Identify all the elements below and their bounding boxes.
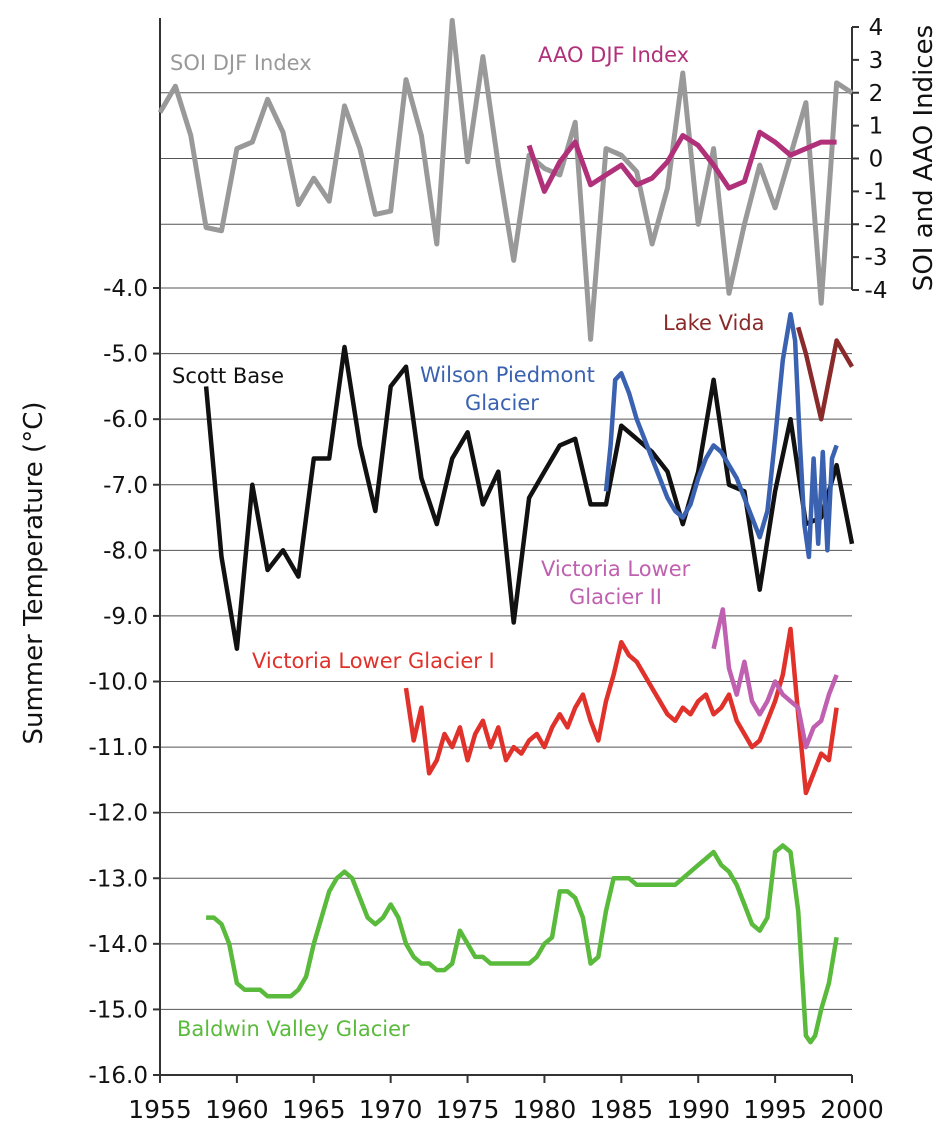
series-label-baldwin-valley-glacier: Baldwin Valley Glacier [177, 1017, 410, 1041]
series-line-wilson-piedmont-glacier [603, 311, 839, 560]
series-label-scott-base: Scott Base [172, 364, 284, 388]
series-lines [157, 17, 855, 1045]
gridlines [160, 92, 852, 1076]
x-tick-label: 1955 [128, 1095, 192, 1124]
y2-tick-label: 4 [869, 15, 884, 41]
series-labels: SOI DJF Index AAO DJF Index Scott Base Wils… [170, 43, 765, 1041]
series-label-lake-vida: Lake Vida [663, 311, 765, 335]
tick-labels: -4.0 -5.0 -6.0 -7.0 -8.0 -9.0 -10.0 -11.0 -12.0 -… [88, 15, 887, 1124]
y2-tick-label: 2 [869, 81, 884, 107]
y-tick-label: -9.0 [103, 604, 148, 630]
y-tick-label: -5.0 [103, 342, 148, 368]
y2-axis-title: SOI and AAO Indices [909, 25, 939, 291]
y-tick-label: -10.0 [88, 670, 148, 696]
series-line-baldwin-valley-glacier [206, 843, 839, 1045]
y-tick-label: -7.0 [103, 473, 148, 499]
series-line-aao-djf-index [526, 129, 837, 194]
series-line-soi-djf-index [157, 17, 854, 342]
y-tick-label: -8.0 [103, 538, 148, 564]
y-tick-label: -16.0 [88, 1063, 148, 1089]
y-tick-label: -13.0 [88, 866, 148, 892]
x-tick-label: 1965 [282, 1095, 346, 1124]
x-tick-label: 2000 [820, 1095, 884, 1124]
x-tick-label: 1985 [590, 1095, 654, 1124]
y-tick-label: -11.0 [88, 735, 148, 761]
series-label-wilson-piedmont-glacier: Wilson Piedmont Glacier [420, 363, 595, 415]
y-tick-label: -14.0 [88, 932, 148, 958]
series-label-victoria-lower-glacier-i: Victoria Lower Glacier I [252, 649, 495, 673]
x-tick-label: 1980 [513, 1095, 577, 1124]
series-line-lake-vida [796, 326, 854, 422]
y-tick-label: -4.0 [103, 276, 148, 302]
series-label-victoria-lower-glacier-ii: Victoria Lower Glacier II [541, 557, 691, 609]
series-label-soi-djf-index: SOI DJF Index [170, 51, 312, 75]
series-line-scott-base [203, 344, 855, 651]
x-tick-label: 1975 [436, 1095, 500, 1124]
axes [153, 18, 859, 1083]
y-axis-title: Summer Temperature (°C) [19, 402, 49, 745]
series-label-aao-djf-index: AAO DJF Index [538, 43, 689, 67]
y-tick-label: -15.0 [88, 997, 148, 1023]
x-tick-label: 1970 [359, 1095, 423, 1124]
y2-tick-label: -4 [865, 278, 888, 304]
y-tick-label: -12.0 [88, 801, 148, 827]
y2-tick-label: -3 [865, 245, 888, 271]
y2-tick-label: 3 [869, 48, 884, 74]
x-tick-label: 1995 [743, 1095, 807, 1124]
series-line-victoria-lower-glacier-ii [711, 607, 839, 750]
y2-tick-label: 0 [869, 147, 884, 173]
y2-tick-label: -2 [865, 212, 888, 238]
x-tick-label: 1960 [205, 1095, 269, 1124]
y2-tick-label: 1 [869, 114, 884, 140]
series-line-victoria-lower-glacier-i [403, 626, 839, 796]
y2-tick-label: -1 [865, 179, 888, 205]
y-tick-label: -6.0 [103, 407, 148, 433]
x-tick-label: 1990 [666, 1095, 730, 1124]
